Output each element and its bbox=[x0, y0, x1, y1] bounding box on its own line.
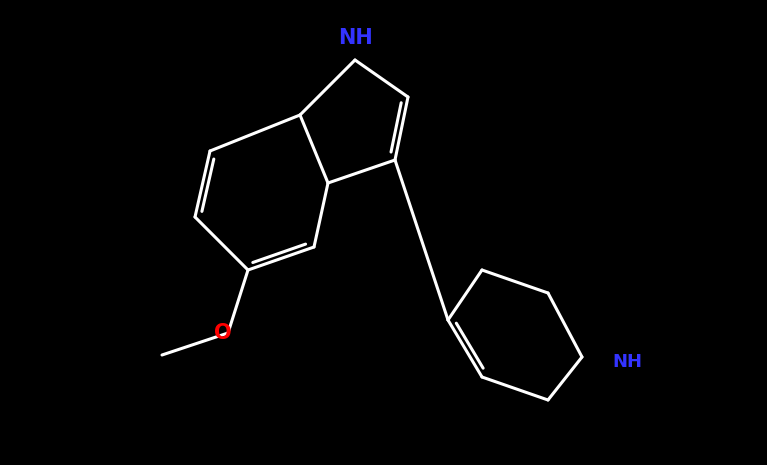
Text: O: O bbox=[214, 323, 232, 343]
Text: NH: NH bbox=[612, 353, 642, 371]
Text: NH: NH bbox=[337, 28, 372, 48]
